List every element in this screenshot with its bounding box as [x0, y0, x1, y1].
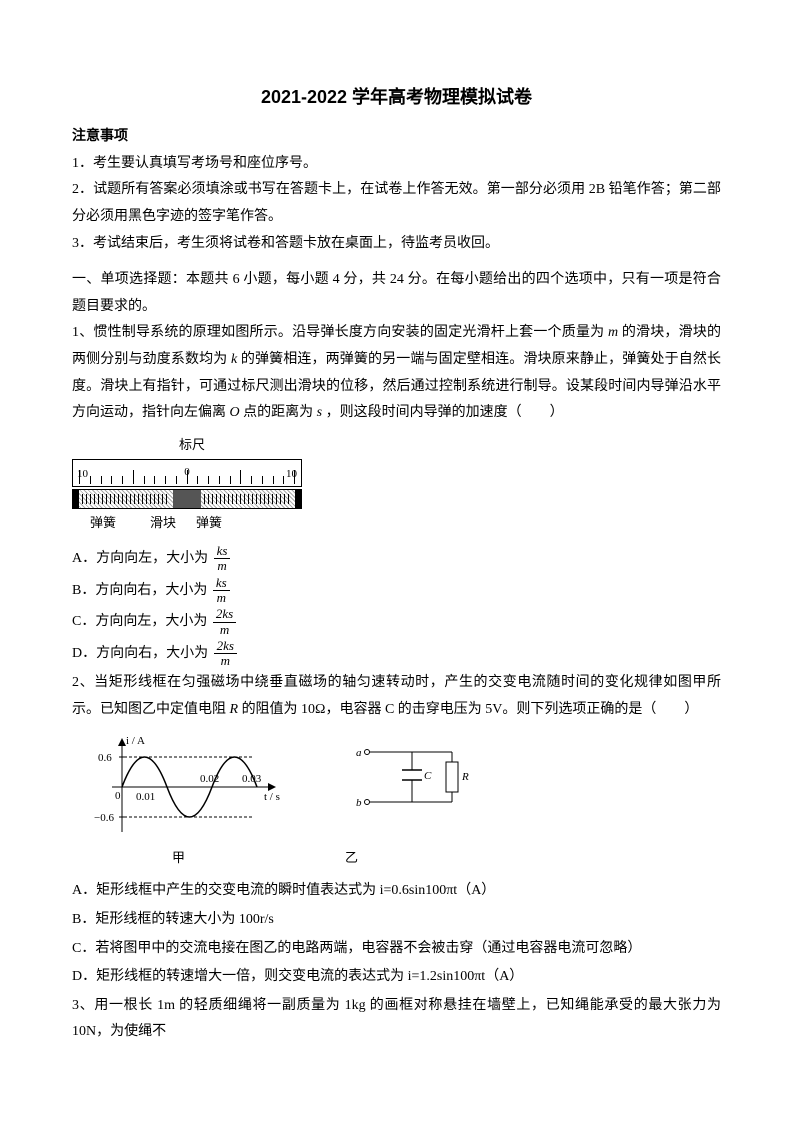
x1: 0.01 [136, 791, 155, 803]
question-1: 1、惯性制导系统的原理如图所示。沿导弹长度方向安装的固定光滑杆上套一个质量为 m… [72, 320, 721, 426]
opt-text: B．方向向右，大小为 [72, 583, 207, 598]
opt-text: A．方向向左，大小为 [72, 551, 208, 566]
fig1-label-spring-l: 弹簧 [90, 511, 116, 536]
fig1-num-left: 10 [77, 464, 88, 485]
ylabel: i / A [126, 735, 145, 747]
node-a: a [356, 747, 362, 759]
label-C: C [424, 770, 432, 782]
notice-2: 2．试题所有答案必须填涂或书写在答题卡上，在试卷上作答无效。第一部分必须用 2B… [72, 177, 721, 230]
notice-3: 3．考试结束后，考生须将试卷和答题卡放在桌面上，待监考员收回。 [72, 231, 721, 258]
caption-right: 乙 [345, 846, 358, 871]
option-1a: A．方向向左，大小为 ksm [72, 544, 721, 574]
section-1-head: 一、单项选择题：本题共 6 小题，每小题 4 分，共 24 分。在每小题给出的四… [72, 267, 721, 320]
option-2b: B．矩形线框的转速大小为 100r/s [72, 907, 721, 934]
ymin: −0.6 [94, 812, 114, 824]
q1-var-O: O [230, 405, 240, 420]
fraction-icon: ksm [214, 544, 231, 574]
circuit-diagram: a b C R [352, 732, 482, 822]
xlabel: t / s [264, 791, 280, 803]
sine-chart: i / A t / s 0.6 −0.6 0.01 0.02 0.03 0 [92, 732, 282, 842]
figure-2-captions: 甲 乙 [172, 846, 721, 871]
fig1-label-spring-r: 弹簧 [196, 511, 222, 536]
q2-text: 的阻值为 10Ω，电容器 C 的击穿电压为 5V。则下列选项正确的是（ ） [238, 702, 698, 717]
option-2c: C．若将图甲中的交流电接在图乙的电路两端，电容器不会被击穿（通过电容器电流可忽略… [72, 936, 721, 963]
question-3: 3、用一根长 1m 的轻质细绳将一副质量为 1kg 的画框对称悬挂在墙壁上，已知… [72, 993, 721, 1046]
option-2d: D．矩形线框的转速增大一倍，则交变电流的表达式为 i=1.2sin100πt（A… [72, 964, 721, 991]
ymax: 0.6 [98, 752, 112, 764]
caption-left: 甲 [172, 846, 185, 871]
fig1-ruler: 10 0 10 [72, 459, 302, 487]
q2-var-R: R [230, 702, 239, 717]
q1-text: 点的距离为 [240, 405, 317, 420]
page-title: 2021-2022 学年高考物理模拟试卷 [72, 80, 721, 114]
label-R: R [461, 771, 469, 783]
option-2a: A．矩形线框中产生的交变电流的瞬时值表达式为 i=0.6sin100πt（A） [72, 878, 721, 905]
fraction-icon: 2ksm [214, 639, 237, 669]
fig1-num-right: 10 [286, 464, 297, 485]
fig1-zero: 0 [184, 462, 190, 483]
fraction-icon: ksm [213, 576, 230, 606]
figure-2: i / A t / s 0.6 −0.6 0.01 0.02 0.03 0 a … [92, 732, 721, 842]
x3: 0.03 [242, 773, 262, 785]
option-1b: B．方向向右，大小为 ksm [72, 576, 721, 606]
x2: 0.02 [200, 773, 219, 785]
q1-text: 1、惯性制导系统的原理如图所示。沿导弹长度方向安装的固定光滑杆上套一个质量为 [72, 325, 608, 340]
node-b: b [356, 797, 362, 809]
notice-1: 1．考生要认真填写考场号和座位序号。 [72, 151, 721, 178]
option-1c: C．方向向左，大小为 2ksm [72, 607, 721, 637]
notice-head: 注意事项 [72, 124, 721, 151]
question-2: 2、当矩形线框在匀强磁场中绕垂直磁场的轴匀速转动时，产生的交变电流随时间的变化规… [72, 670, 721, 723]
fig1-label-block: 滑块 [150, 511, 176, 536]
q1-text: ，则这段时间内导弹的加速度（ ） [322, 405, 564, 420]
figure-1: 标尺 10 0 10 弹簧 滑块 弹簧 [72, 433, 302, 536]
svg-text:0: 0 [115, 790, 121, 802]
opt-text: D．方向向右，大小为 [72, 646, 208, 661]
option-1d: D．方向向右，大小为 2ksm [72, 639, 721, 669]
fraction-icon: 2ksm [213, 607, 236, 637]
fig1-track [72, 489, 302, 509]
opt-text: C．方向向左，大小为 [72, 614, 207, 629]
q1-var-m: m [608, 325, 618, 340]
fig1-label-ruler: 标尺 [82, 433, 302, 458]
